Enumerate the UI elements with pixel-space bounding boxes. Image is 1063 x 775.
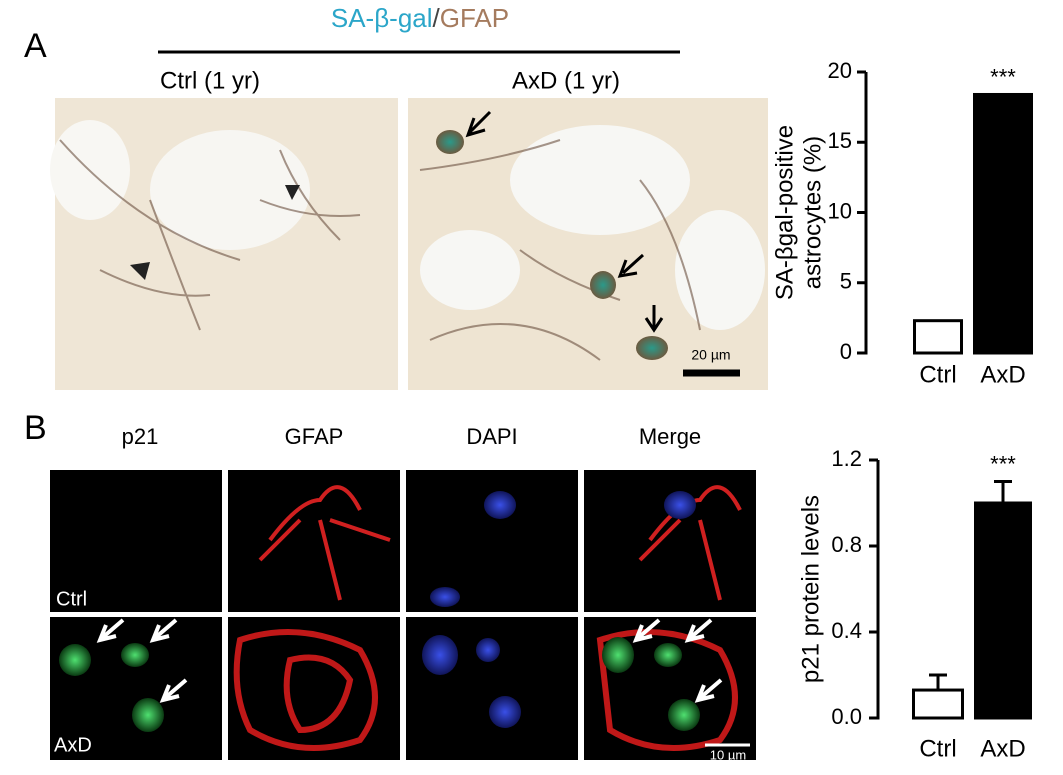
image-title: Ctrl (1 yr) xyxy=(160,67,260,94)
scale-bar-label: 20 µm xyxy=(691,347,730,363)
scale-bar-label: 10 µm xyxy=(710,747,746,762)
column-title: p21 xyxy=(122,424,159,449)
significance: *** xyxy=(990,451,1016,476)
y-tick-label: 0 xyxy=(840,339,852,364)
y-tick-label: 5 xyxy=(840,269,852,294)
column-title: GFAP xyxy=(285,424,344,449)
y-tick-label: 20 xyxy=(828,58,852,83)
bar xyxy=(913,319,963,355)
y-tick-label: 10 xyxy=(828,198,852,223)
y-axis-label: SA-βgal-positive xyxy=(771,125,798,300)
column-title: Merge xyxy=(639,424,701,449)
y-axis-label: p21 protein levels xyxy=(797,495,824,683)
significance: *** xyxy=(990,64,1016,89)
header: SA-β-gal/GFAP xyxy=(331,3,509,33)
fluorescence-grid: Ctrl AxD 10 µm xyxy=(50,470,756,762)
x-tick-label: AxD xyxy=(980,361,1025,388)
y-axis-label: astrocytes (%) xyxy=(799,136,826,289)
row-label: AxD xyxy=(54,734,92,756)
y-tick-label: 0.8 xyxy=(831,532,862,557)
x-tick-label: AxD xyxy=(980,735,1025,762)
header-part: GFAP xyxy=(440,3,509,33)
y-tick-label: 15 xyxy=(828,128,852,153)
micrograph: 20 µm xyxy=(408,98,768,390)
panel-label: B xyxy=(24,409,47,447)
panel-label: A xyxy=(24,27,47,65)
header-part: SA-β-gal xyxy=(331,3,433,33)
bar xyxy=(974,501,1032,720)
x-tick-label: Ctrl xyxy=(919,735,956,762)
micrograph xyxy=(50,98,398,390)
image-title: AxD (1 yr) xyxy=(512,67,620,94)
x-tick-label: Ctrl xyxy=(919,361,956,388)
y-tick-label: 0.4 xyxy=(831,618,862,643)
row-label: Ctrl xyxy=(56,588,87,610)
bar xyxy=(973,92,1033,355)
y-tick-label: 1.2 xyxy=(831,446,862,471)
y-tick-label: 0.0 xyxy=(831,704,862,729)
bar xyxy=(912,688,964,720)
header-part: / xyxy=(433,3,441,33)
column-title: DAPI xyxy=(466,424,517,449)
